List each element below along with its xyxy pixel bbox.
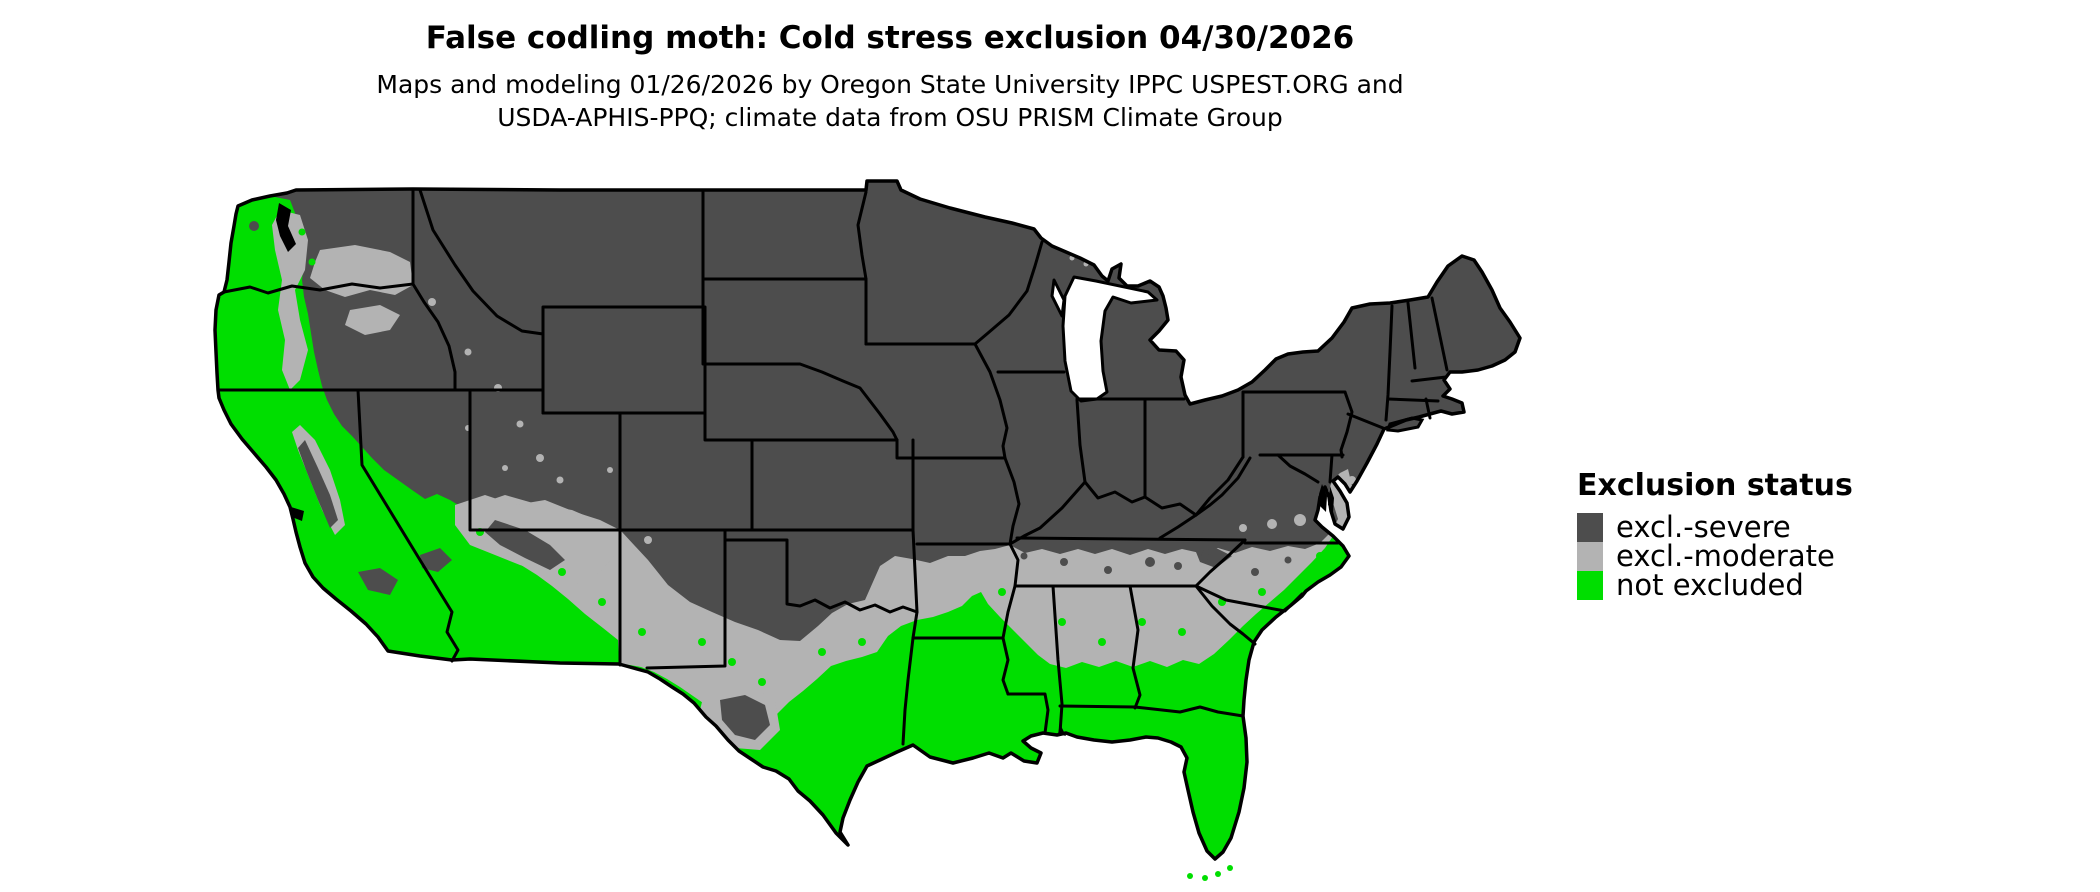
florida-keys bbox=[1187, 865, 1233, 881]
page-subtitle: Maps and modeling 01/26/2026 by Oregon S… bbox=[185, 68, 1595, 134]
legend-item-2: not excluded bbox=[1577, 571, 1853, 600]
legend-label-1: excl.-moderate bbox=[1616, 539, 1835, 573]
legend-swatch-2 bbox=[1577, 571, 1603, 600]
legend-label-0: excl.-severe bbox=[1616, 510, 1791, 544]
legend: Exclusion status excl.-severe excl.-moder… bbox=[1577, 468, 1853, 600]
great-lakes bbox=[1050, 275, 1159, 403]
legend-rows: excl.-severe excl.-moderate not excluded bbox=[1577, 513, 1853, 600]
subtitle-line-2: USDA-APHIS-PPQ; climate data from OSU PR… bbox=[497, 103, 1283, 132]
subtitle-line-1: Maps and modeling 01/26/2026 by Oregon S… bbox=[376, 70, 1404, 99]
legend-item-1: excl.-moderate bbox=[1577, 542, 1853, 571]
green-bay bbox=[1050, 278, 1066, 318]
lake-michigan bbox=[1061, 275, 1159, 403]
puget-sound bbox=[276, 203, 296, 252]
map-region-severe-overlays bbox=[249, 221, 1292, 740]
map-region-not-excluded-west bbox=[215, 196, 619, 664]
state-borders bbox=[216, 187, 1449, 746]
page-title: False codling moth: Cold stress exclusio… bbox=[425, 20, 1355, 56]
map-region-not-excluded-south bbox=[619, 536, 1349, 859]
legend-swatch-0 bbox=[1577, 513, 1603, 542]
legend-label-2: not excluded bbox=[1616, 568, 1804, 602]
legend-swatch-1 bbox=[1577, 542, 1603, 571]
legend-item-0: excl.-severe bbox=[1577, 513, 1853, 542]
legend-title: Exclusion status bbox=[1577, 468, 1853, 503]
header: False codling moth: Cold stress exclusio… bbox=[185, 0, 1595, 134]
map-green-speckles bbox=[298, 228, 1340, 686]
us-outline bbox=[213, 179, 1522, 861]
